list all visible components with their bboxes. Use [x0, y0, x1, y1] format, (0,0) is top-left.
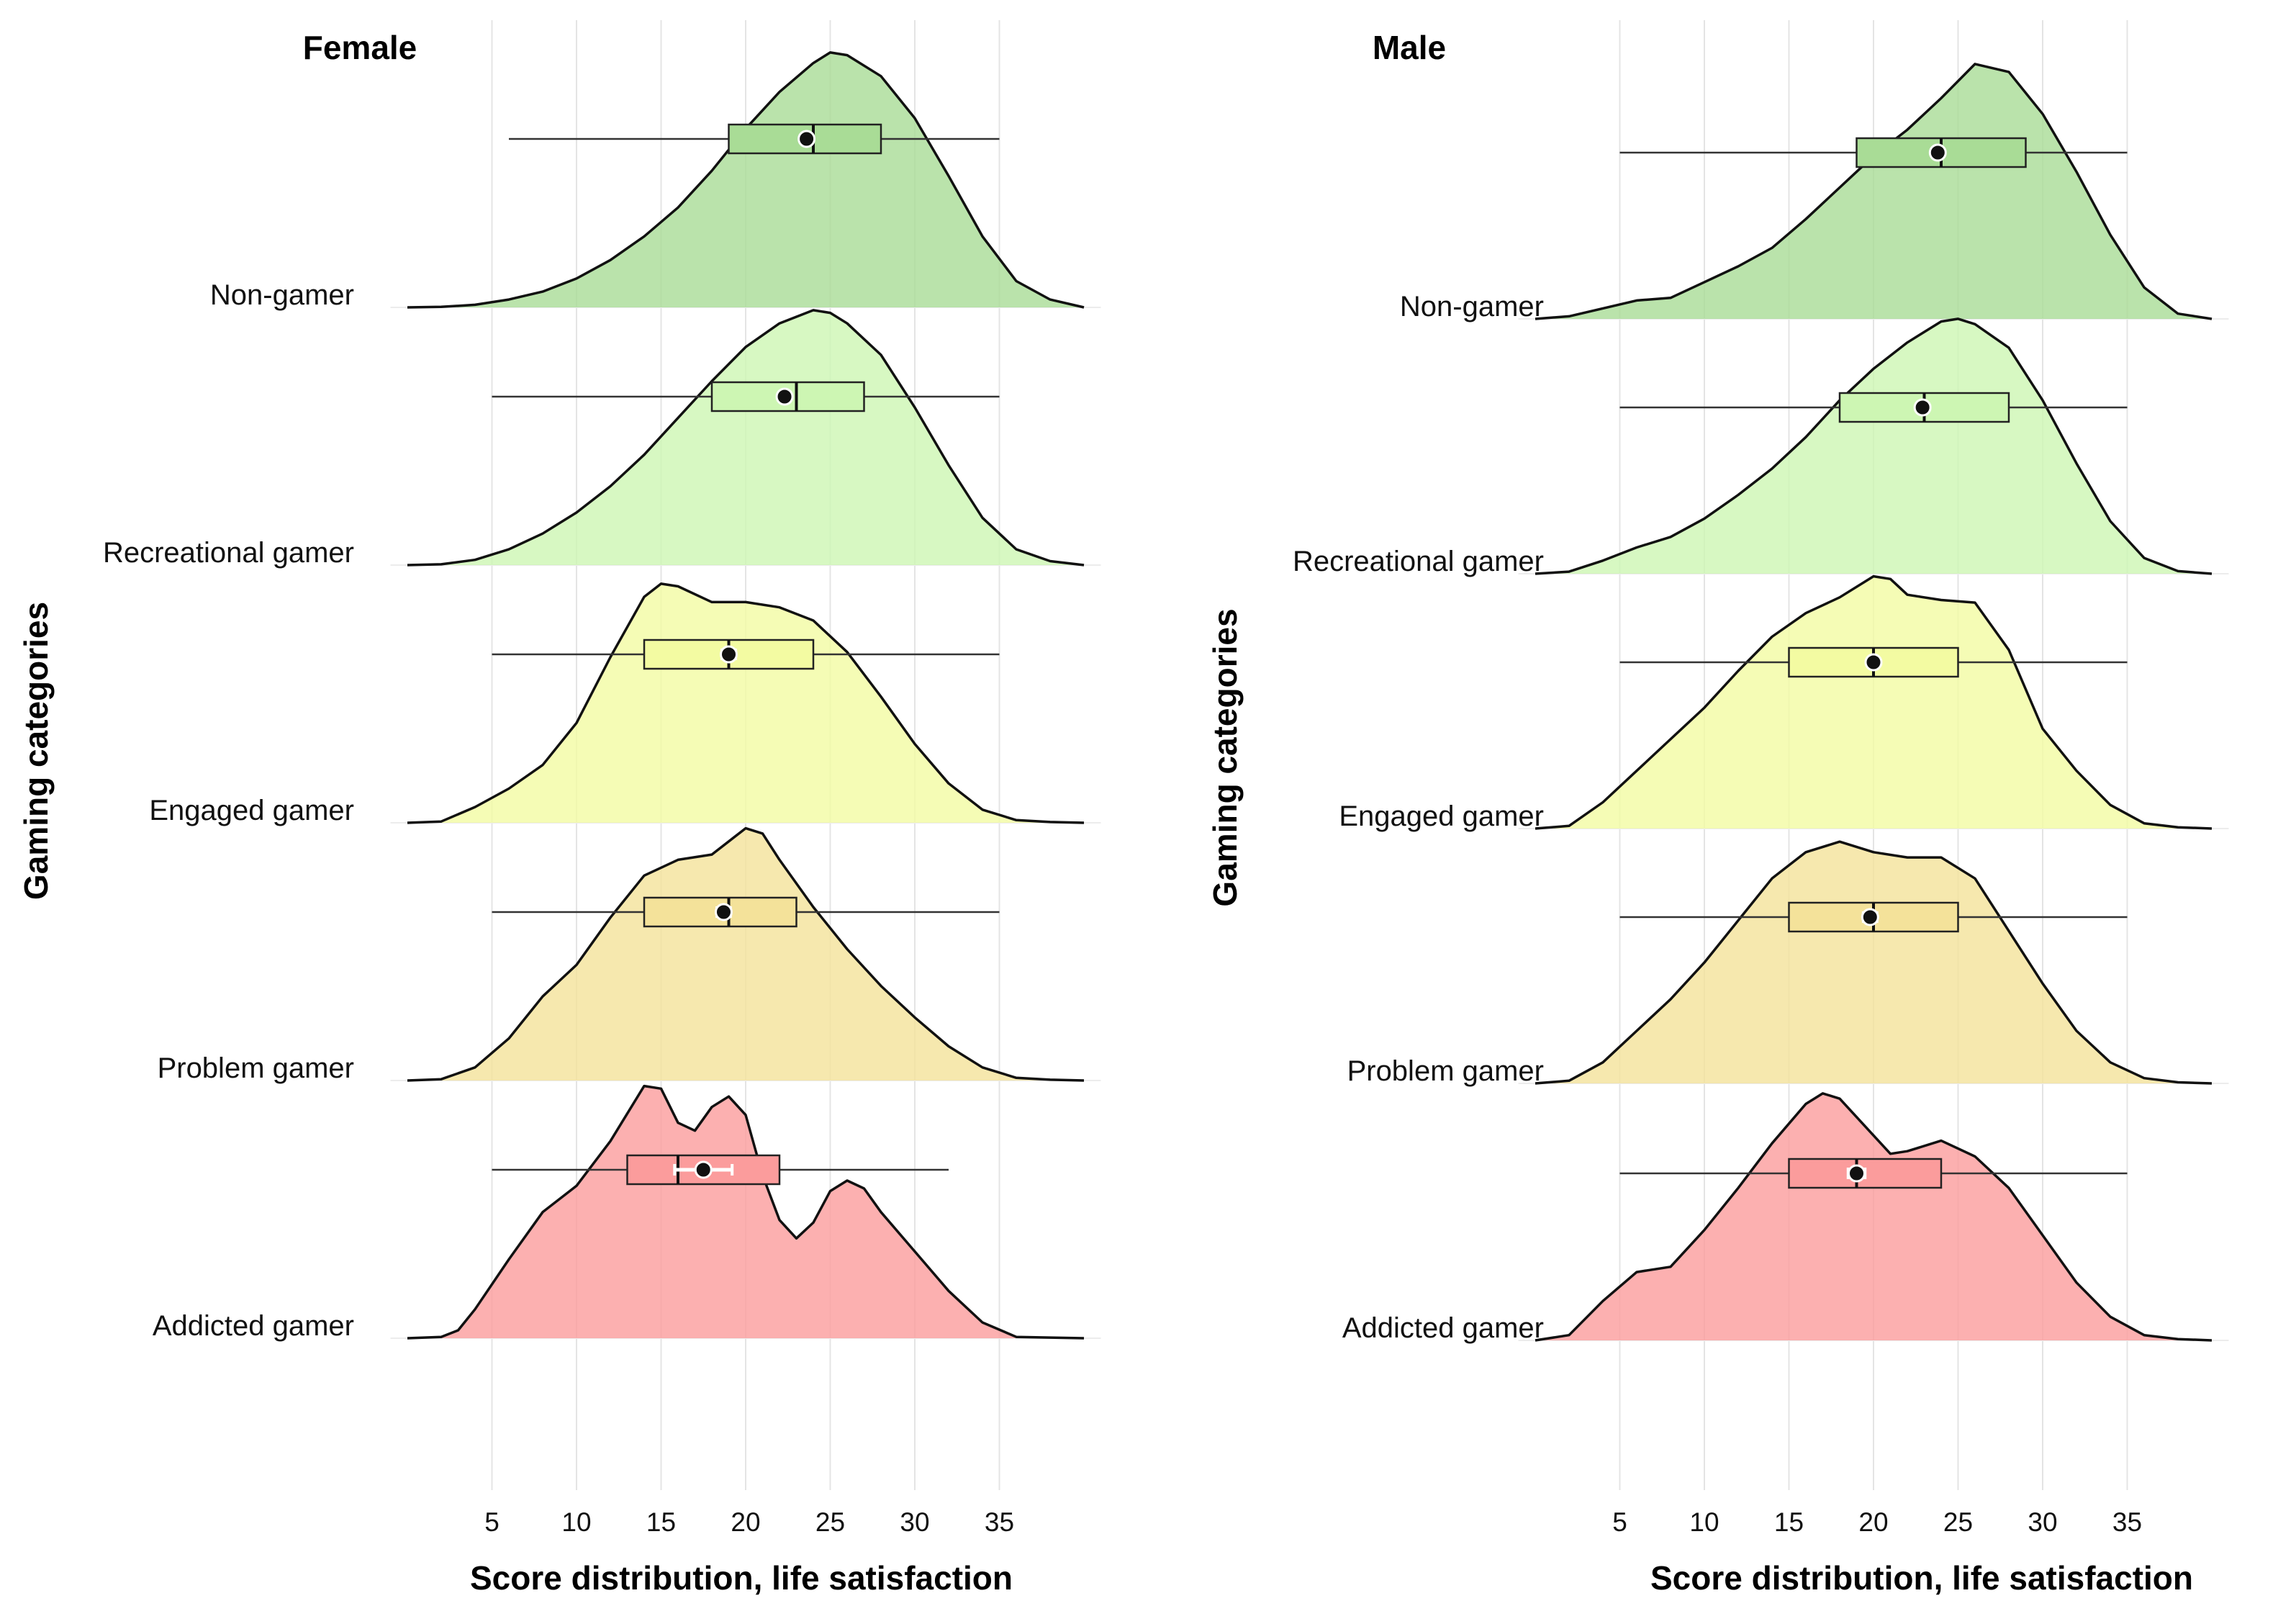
x-tick-label-15: 15 — [646, 1507, 676, 1537]
x-tick-label-10: 10 — [1689, 1507, 1719, 1537]
category-label-recreational-gamer: Recreational gamer — [1293, 546, 1544, 577]
density-area-problem-gamer — [407, 828, 1084, 1081]
x-tick-label-5: 5 — [1612, 1507, 1627, 1537]
density-area-addicted-gamer — [407, 1086, 1084, 1338]
density-area-non-gamer — [1535, 63, 2212, 320]
female-panel: Non-gamer Recreational gamer Engaged gamer… — [17, 20, 1101, 1597]
density-area-engaged-gamer — [1535, 576, 2212, 829]
category-label-non-gamer: Non-gamer — [210, 279, 354, 311]
density-area-recreational-gamer — [407, 310, 1084, 565]
x-tick-label-10: 10 — [561, 1507, 591, 1537]
y-axis-title: Gaming categories — [17, 602, 55, 900]
density-line-engaged-gamer — [1535, 574, 2213, 830]
mean-point-addicted-gamer — [1848, 1164, 1866, 1183]
category-label-recreational-gamer: Recreational gamer — [103, 537, 354, 569]
mean-point-engaged-gamer — [720, 645, 738, 664]
mean-point-problem-gamer — [1861, 908, 1879, 926]
category-label-non-gamer: Non-gamer — [1400, 291, 1544, 322]
x-tick-label-15: 15 — [1774, 1507, 1804, 1537]
density-area-recreational-gamer — [1535, 318, 2212, 574]
category-label-problem-gamer: Problem gamer — [158, 1052, 354, 1084]
density-area-addicted-gamer — [1535, 1093, 2212, 1340]
density-line-addicted-gamer — [1535, 1092, 2213, 1342]
x-tick-label-35: 35 — [2112, 1507, 2142, 1537]
density-line-recreational-gamer — [1535, 317, 2213, 575]
category-label-engaged-gamer: Engaged gamer — [1339, 800, 1544, 832]
x-axis-title: Score distribution, life satisfaction — [1650, 1559, 2193, 1597]
mean-point-non-gamer — [1928, 143, 1947, 162]
density-line-addicted-gamer — [407, 1084, 1085, 1340]
category-label-addicted-gamer: Addicted gamer — [1342, 1312, 1544, 1344]
panel-title: Male — [1373, 29, 1446, 66]
x-tick-label-30: 30 — [900, 1507, 929, 1537]
density-line-non-gamer — [407, 51, 1085, 309]
density-line-problem-gamer — [407, 826, 1085, 1082]
x-tick-label-30: 30 — [2028, 1507, 2057, 1537]
male-panel: Non-gamer Recreational gamer Engaged gamer… — [1206, 20, 2229, 1597]
panel-title: Female — [303, 29, 417, 66]
density-line-engaged-gamer — [407, 582, 1085, 824]
density-line-problem-gamer — [1535, 840, 2213, 1085]
density-area-problem-gamer — [1535, 842, 2212, 1083]
x-tick-label-25: 25 — [815, 1507, 845, 1537]
category-label-engaged-gamer: Engaged gamer — [149, 795, 354, 826]
mean-point-non-gamer — [797, 130, 816, 148]
mean-point-recreational-gamer — [775, 387, 794, 406]
y-axis-title: Gaming categories — [1206, 608, 1244, 906]
x-tick-label-20: 20 — [731, 1507, 760, 1537]
x-tick-label-5: 5 — [484, 1507, 500, 1537]
mean-point-problem-gamer — [714, 903, 733, 921]
x-tick-label-25: 25 — [1943, 1507, 1973, 1537]
density-area-engaged-gamer — [407, 583, 1084, 823]
category-label-addicted-gamer: Addicted gamer — [153, 1310, 354, 1342]
x-axis-title: Score distribution, life satisfaction — [470, 1559, 1013, 1597]
density-area-non-gamer — [407, 52, 1084, 308]
x-tick-label-20: 20 — [1858, 1507, 1888, 1537]
mean-point-engaged-gamer — [1864, 653, 1883, 672]
x-tick-label-35: 35 — [985, 1507, 1014, 1537]
category-label-problem-gamer: Problem gamer — [1347, 1055, 1544, 1087]
mean-point-recreational-gamer — [1913, 398, 1932, 417]
density-line-recreational-gamer — [407, 309, 1085, 567]
mean-point-addicted-gamer — [694, 1160, 713, 1179]
